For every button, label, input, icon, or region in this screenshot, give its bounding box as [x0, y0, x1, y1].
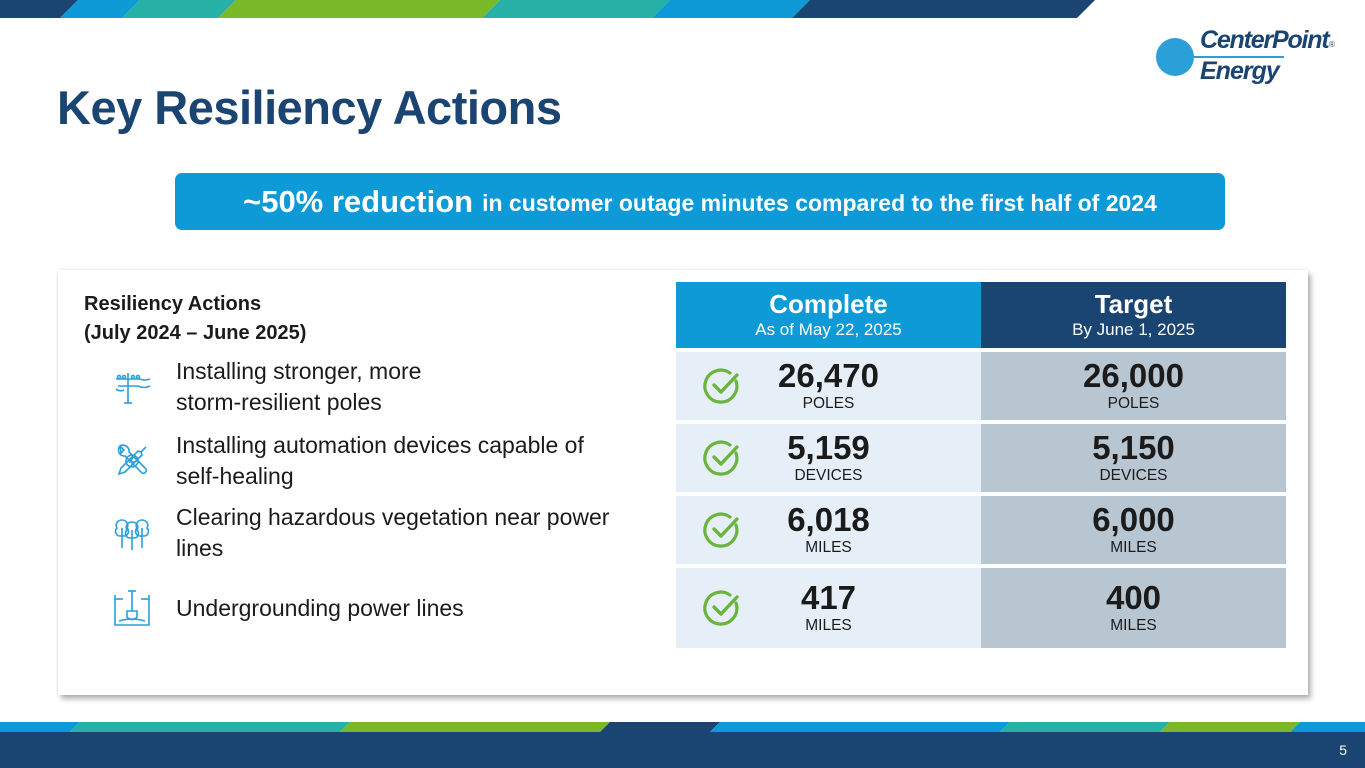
target-header-title: Target	[1094, 289, 1173, 319]
complete-unit: MILES	[805, 539, 852, 556]
complete-cell: 26,470 POLES	[676, 352, 981, 420]
actions-heading-period: (July 2024 – June 2025)	[84, 322, 307, 344]
wrench-screwdriver-icon	[110, 439, 154, 483]
resiliency-actions-card: Resiliency Actions (July 2024 – June 202…	[58, 270, 1308, 695]
target-header-date: By June 1, 2025	[1072, 320, 1195, 339]
table-row: 6,018 MILES 6,000 MILES	[676, 496, 1286, 564]
progress-table: Complete As of May 22, 2025 Target By Ju…	[676, 282, 1286, 648]
logo-line	[1174, 56, 1284, 58]
complete-value: 417	[800, 579, 857, 616]
complete-unit: DEVICES	[794, 467, 863, 484]
target-cell: 26,000 POLES	[981, 352, 1286, 420]
actions-heading: Resiliency Actions (July 2024 – June 202…	[84, 290, 306, 348]
complete-unit: MILES	[805, 617, 852, 634]
target-cell: 5,150 DEVICES	[981, 424, 1286, 492]
complete-cell: 417 MILES	[676, 568, 981, 648]
target-cell: 400 MILES	[981, 568, 1286, 648]
table-header: Complete As of May 22, 2025 Target By Ju…	[676, 282, 1286, 348]
target-unit: POLES	[1107, 395, 1160, 412]
target-cell: 6,000 MILES	[981, 496, 1286, 564]
action-label: Clearing hazardous vegetation near power…	[176, 504, 610, 561]
target-column-header: Target By June 1, 2025	[981, 282, 1286, 348]
complete-header-title: Complete	[769, 289, 888, 319]
action-item-undergrounding: Undergrounding power lines	[110, 586, 670, 630]
action-label: Undergrounding power lines	[176, 594, 464, 621]
banner-text: in customer outage minutes compared to t…	[482, 190, 1157, 216]
actions-heading-title: Resiliency Actions	[84, 293, 262, 315]
utility-pole-icon	[110, 365, 154, 409]
action-label: Installing automation devices capable of…	[176, 432, 584, 489]
complete-header-date: As of May 22, 2025	[755, 320, 902, 339]
target-value: 5,150	[1092, 429, 1175, 466]
logo-registered-mark: ®	[1329, 40, 1335, 49]
target-unit: MILES	[1110, 539, 1157, 556]
check-circle-icon	[703, 368, 739, 404]
check-circle-icon	[703, 590, 739, 626]
table-row: 5,159 DEVICES 5,150 DEVICES	[676, 424, 1286, 492]
complete-value: 6,018	[787, 501, 870, 538]
complete-value: 5,159	[787, 429, 870, 466]
outage-reduction-banner: ~50% reduction in customer outage minute…	[175, 173, 1225, 230]
target-value: 6,000	[1092, 501, 1175, 538]
target-value: 400	[1105, 579, 1162, 616]
check-circle-icon	[703, 512, 739, 548]
action-item-poles: Installing stronger, more storm-resilien…	[110, 356, 670, 418]
table-row: 26,470 POLES 26,000 POLES	[676, 352, 1286, 420]
banner-highlight: ~50% reduction	[243, 183, 474, 219]
underground-shovel-icon	[110, 586, 154, 630]
page-title: Key Resiliency Actions	[57, 81, 562, 134]
complete-cell: 5,159 DEVICES	[676, 424, 981, 492]
target-unit: MILES	[1110, 617, 1157, 634]
logo-name-line2: Energy	[1200, 57, 1280, 85]
centerpoint-logo: CenterPoint Energy ®	[1152, 26, 1342, 92]
logo-name-line1: CenterPoint	[1200, 26, 1330, 54]
action-item-automation: Installing automation devices capable of…	[110, 430, 670, 492]
complete-unit: POLES	[802, 395, 855, 412]
top-decorative-stripe	[0, 0, 1365, 18]
action-label: Installing stronger, more storm-resilien…	[176, 358, 422, 415]
trees-icon	[110, 511, 154, 555]
target-unit: DEVICES	[1099, 467, 1168, 484]
footer-bar: 5	[0, 732, 1365, 768]
table-row: 417 MILES 400 MILES	[676, 568, 1286, 648]
target-value: 26,000	[1083, 357, 1184, 394]
action-item-vegetation: Clearing hazardous vegetation near power…	[110, 502, 670, 564]
complete-value: 26,470	[778, 357, 879, 394]
bottom-decorative-stripe	[0, 722, 1365, 732]
complete-column-header: Complete As of May 22, 2025	[676, 282, 981, 348]
page-number: 5	[1339, 742, 1347, 758]
complete-cell: 6,018 MILES	[676, 496, 981, 564]
check-circle-icon	[703, 440, 739, 476]
